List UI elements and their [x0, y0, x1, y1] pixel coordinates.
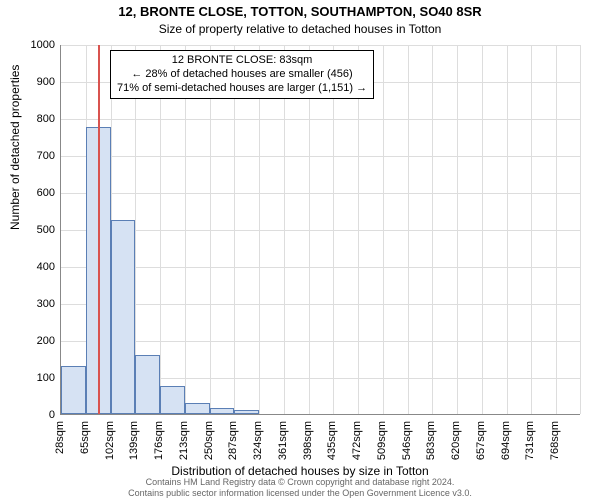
x-tick-label: 620sqm [450, 421, 462, 460]
y-tick-label: 500 [15, 224, 55, 236]
gridline-h [61, 304, 580, 305]
x-tick-label: 287sqm [227, 421, 239, 460]
annotation-line3: 71% of semi-detached houses are larger (… [117, 82, 367, 96]
gridline-h [61, 267, 580, 268]
gridline-h [61, 230, 580, 231]
x-tick-label: 546sqm [401, 421, 413, 460]
x-tick-label: 361sqm [277, 421, 289, 460]
footer-attribution: Contains HM Land Registry data © Crown c… [0, 477, 600, 498]
chart-title-line2: Size of property relative to detached ho… [0, 22, 600, 36]
gridline-v [408, 45, 409, 414]
x-tick-label: 583sqm [425, 421, 437, 460]
gridline-v [185, 45, 186, 414]
gridline-v [580, 45, 581, 414]
histogram-bar [210, 408, 235, 414]
annotation-line1: 12 BRONTE CLOSE: 83sqm [117, 54, 367, 68]
gridline-v [457, 45, 458, 414]
annotation-line2: ← 28% of detached houses are smaller (45… [117, 68, 367, 82]
gridline-h [61, 156, 580, 157]
x-tick-label: 731sqm [524, 421, 536, 460]
y-tick-label: 700 [15, 150, 55, 162]
x-tick-label: 250sqm [203, 421, 215, 460]
x-tick-label: 65sqm [79, 421, 91, 454]
gridline-h [61, 341, 580, 342]
y-tick-label: 900 [15, 76, 55, 88]
chart-plot-area [60, 45, 580, 415]
gridline-h [61, 119, 580, 120]
x-tick-label: 139sqm [128, 421, 140, 460]
x-tick-label: 657sqm [475, 421, 487, 460]
footer-line1: Contains HM Land Registry data © Crown c… [0, 477, 600, 487]
x-tick-label: 398sqm [302, 421, 314, 460]
y-tick-label: 1000 [15, 39, 55, 51]
x-tick-label: 324sqm [252, 421, 264, 460]
y-tick-label: 600 [15, 187, 55, 199]
histogram-bar [111, 220, 136, 414]
x-tick-label: 28sqm [54, 421, 66, 454]
x-axis-label: Distribution of detached houses by size … [0, 464, 600, 478]
x-tick-label: 102sqm [104, 421, 116, 460]
x-tick-label: 435sqm [326, 421, 338, 460]
y-tick-label: 0 [15, 409, 55, 421]
gridline-v [432, 45, 433, 414]
histogram-bar [160, 386, 185, 414]
histogram-bar [61, 366, 86, 414]
gridline-v [383, 45, 384, 414]
x-tick-label: 176sqm [153, 421, 165, 460]
gridline-v [210, 45, 211, 414]
gridline-v [556, 45, 557, 414]
gridline-v [160, 45, 161, 414]
gridline-v [333, 45, 334, 414]
x-tick-label: 768sqm [549, 421, 561, 460]
x-tick-label: 213sqm [178, 421, 190, 460]
y-tick-label: 400 [15, 261, 55, 273]
y-tick-label: 200 [15, 335, 55, 347]
gridline-v [507, 45, 508, 414]
gridline-v [531, 45, 532, 414]
x-tick-label: 509sqm [376, 421, 388, 460]
gridline-h [61, 193, 580, 194]
histogram-bar [135, 355, 160, 414]
gridline-v [284, 45, 285, 414]
gridline-v [234, 45, 235, 414]
x-tick-label: 694sqm [500, 421, 512, 460]
y-tick-label: 100 [15, 372, 55, 384]
histogram-bar [185, 403, 210, 414]
footer-line2: Contains public sector information licen… [0, 488, 600, 498]
gridline-h [61, 45, 580, 46]
property-marker-line [98, 45, 100, 414]
property-annotation-box: 12 BRONTE CLOSE: 83sqm ← 28% of detached… [110, 50, 374, 99]
histogram-bar [234, 410, 259, 414]
gridline-v [309, 45, 310, 414]
chart-title-line1: 12, BRONTE CLOSE, TOTTON, SOUTHAMPTON, S… [0, 4, 600, 19]
gridline-v [259, 45, 260, 414]
x-tick-label: 472sqm [351, 421, 363, 460]
gridline-v [358, 45, 359, 414]
y-tick-label: 800 [15, 113, 55, 125]
y-axis-label: Number of detached properties [8, 65, 22, 230]
gridline-v [482, 45, 483, 414]
y-tick-label: 300 [15, 298, 55, 310]
